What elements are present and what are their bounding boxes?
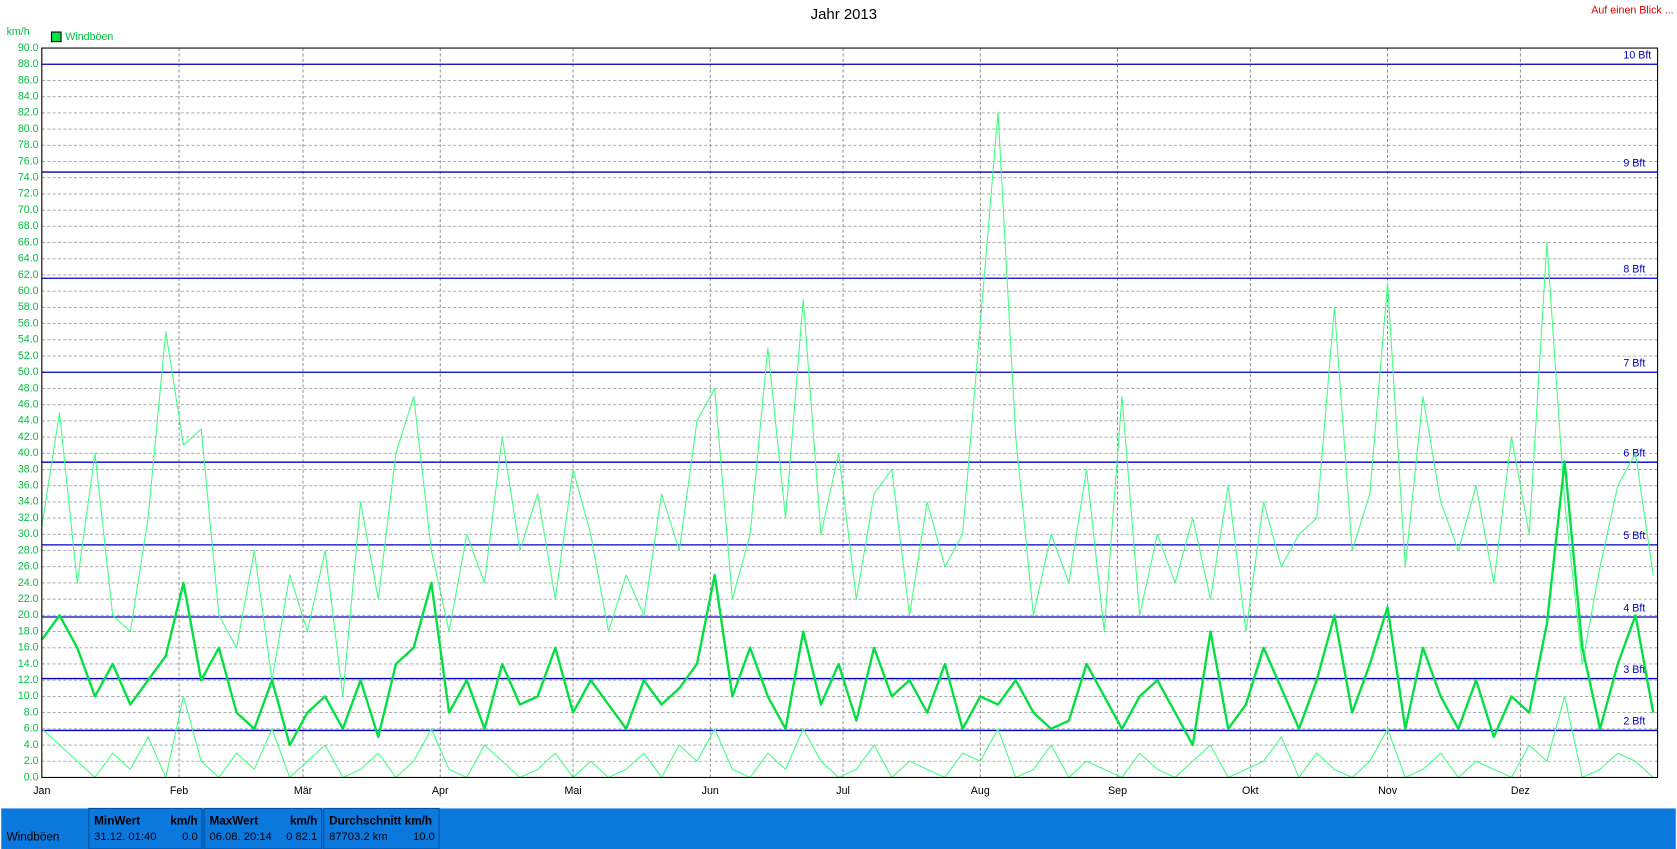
x-tick-label: Sep — [1108, 785, 1127, 797]
y-tick-label: 28.0 — [18, 544, 39, 556]
stats-unit: km/h — [170, 814, 197, 827]
x-tick-label: Aug — [971, 785, 990, 797]
y-tick-label: 16.0 — [18, 642, 39, 654]
plot-border — [41, 47, 1659, 778]
y-tick-label: 80.0 — [18, 123, 39, 135]
x-tick-label: Mär — [294, 785, 313, 797]
y-tick-label: 38.0 — [18, 463, 39, 475]
stats-header: MinWert — [94, 814, 140, 827]
y-tick-label: 44.0 — [18, 415, 39, 427]
stats-when: 87703.2 km — [329, 831, 388, 843]
y-tick-label: 78.0 — [18, 139, 39, 151]
y-tick-label: 10.0 — [18, 690, 39, 702]
y-tick-label: 42.0 — [18, 431, 39, 443]
stats-when: 31.12. 01:40 — [94, 831, 156, 843]
y-tick-label: 58.0 — [18, 301, 39, 313]
reference-label: 8 Bft — [1623, 263, 1645, 275]
reference-label: 7 Bft — [1623, 358, 1645, 370]
reference-label: 2 Bft — [1623, 716, 1645, 728]
y-tick-label: 36.0 — [18, 480, 39, 492]
y-tick-label: 48.0 — [18, 382, 39, 394]
x-tick-label: Apr — [432, 785, 449, 797]
y-unit: km/h — [7, 26, 30, 38]
y-tick-label: 46.0 — [18, 398, 39, 410]
chart-title: Jahr 2013 — [811, 6, 877, 23]
y-tick-label: 6.0 — [24, 723, 39, 735]
reference-label: 6 Bft — [1623, 447, 1645, 459]
y-tick-label: 40.0 — [18, 447, 39, 459]
stats-value: 0 82.1 — [286, 831, 317, 843]
x-tick-label: Jan — [33, 785, 50, 797]
y-tick-label: 70.0 — [18, 204, 39, 216]
y-tick-label: 2.0 — [24, 755, 39, 767]
y-tick-label: 24.0 — [18, 577, 39, 589]
stats-cell — [203, 807, 323, 849]
y-tick-label: 74.0 — [18, 172, 39, 184]
reference-label: 3 Bft — [1623, 664, 1645, 676]
y-tick-label: 90.0 — [18, 42, 39, 54]
y-tick-label: 32.0 — [18, 512, 39, 524]
reference-label: 4 Bft — [1623, 602, 1645, 614]
y-tick-label: 20.0 — [18, 609, 39, 621]
y-tick-label: 56.0 — [18, 317, 39, 329]
y-tick-label: 8.0 — [24, 706, 39, 718]
stats-cell — [88, 807, 203, 849]
corner-link[interactable]: Auf einen Blick ... — [1591, 4, 1673, 16]
y-tick-label: 66.0 — [18, 236, 39, 248]
reference-label: 5 Bft — [1623, 530, 1645, 542]
y-tick-label: 12.0 — [18, 674, 39, 686]
y-tick-label: 64.0 — [18, 253, 39, 265]
stats-when: 06.08. 20:14 — [209, 831, 271, 843]
reference-label: 10 Bft — [1623, 50, 1651, 62]
stats-cell — [323, 807, 440, 849]
stats-unit: km/h — [290, 814, 317, 827]
y-tick-label: 86.0 — [18, 74, 39, 86]
stats-header: Durchschnitt km/h — [329, 814, 432, 827]
y-tick-label: 22.0 — [18, 593, 39, 605]
x-tick-label: Dez — [1511, 785, 1530, 797]
legend-label: Windböen — [65, 31, 113, 43]
reference-label: 9 Bft — [1623, 157, 1645, 169]
y-tick-label: 30.0 — [18, 528, 39, 540]
legend-swatch — [50, 31, 62, 43]
y-tick-label: 26.0 — [18, 561, 39, 573]
y-tick-label: 76.0 — [18, 155, 39, 167]
series-line — [41, 695, 1654, 778]
y-tick-label: 82.0 — [18, 107, 39, 119]
stats-value: 10.0 — [413, 831, 435, 843]
x-tick-label: Feb — [170, 785, 188, 797]
series-line — [40, 460, 1655, 747]
stats-header: MaxWert — [209, 814, 258, 827]
y-tick-label: 84.0 — [18, 90, 39, 102]
y-tick-label: 62.0 — [18, 269, 39, 281]
y-tick-label: 4.0 — [24, 739, 39, 751]
y-tick-label: 50.0 — [18, 366, 39, 378]
stats-label: Windböen — [7, 830, 60, 843]
stats-value: 0.0 — [182, 831, 198, 843]
x-tick-label: Mai — [564, 785, 581, 797]
y-tick-label: 60.0 — [18, 285, 39, 297]
y-tick-label: 88.0 — [18, 58, 39, 70]
y-tick-label: 0.0 — [24, 771, 39, 783]
y-tick-label: 72.0 — [18, 188, 39, 200]
y-tick-label: 14.0 — [18, 658, 39, 670]
y-tick-label: 54.0 — [18, 334, 39, 346]
series-line — [41, 111, 1654, 697]
plot-area — [41, 48, 1658, 778]
x-tick-label: Jun — [702, 785, 719, 797]
y-tick-label: 34.0 — [18, 496, 39, 508]
x-tick-label: Okt — [1242, 785, 1259, 797]
y-tick-label: 52.0 — [18, 350, 39, 362]
x-tick-label: Jul — [836, 785, 850, 797]
y-tick-label: 18.0 — [18, 625, 39, 637]
y-tick-label: 68.0 — [18, 220, 39, 232]
x-tick-label: Nov — [1378, 785, 1398, 797]
